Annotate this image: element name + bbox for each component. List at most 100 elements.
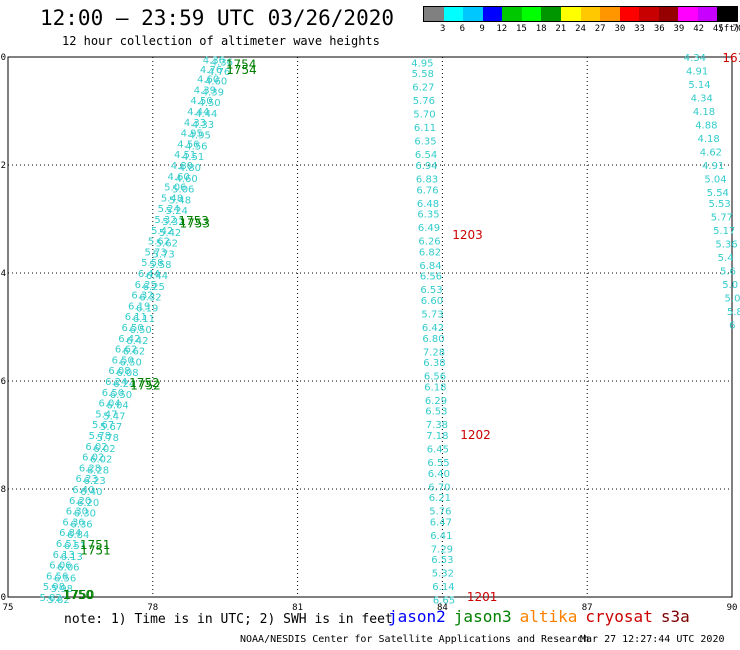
swh-label: 6.62 [115, 345, 137, 356]
color-scale-tick-label: 6 [459, 24, 466, 34]
pass-time-label: 1751 [80, 538, 111, 552]
color-scale-tick-label: 21 [555, 24, 567, 34]
color-scale-tick-label: 27 [594, 24, 606, 34]
color-scale-labels: 36912151821242730333639424570(ft) [423, 22, 740, 36]
y-tick-label: -10 [0, 53, 6, 63]
swh-label: 5.24 [166, 206, 188, 217]
swh-label: 6.44 [146, 271, 168, 282]
swh-label: 6.84 [419, 261, 441, 272]
swh-label: 5.42 [159, 228, 181, 239]
swh-label: 4.76 [208, 67, 230, 78]
swh-label: 6.50 [121, 323, 143, 334]
pass-time-label: 1203 [452, 228, 483, 242]
swh-label: 6.24 [105, 377, 127, 388]
swh-label: 6.08 [116, 368, 138, 379]
swh-label: 5.0 [722, 280, 738, 291]
swh-label: 6.65 [433, 596, 455, 607]
pass-time-label: 1752 [129, 376, 160, 390]
swh-label: 6.50 [112, 355, 134, 366]
swh-label: 6.56 [46, 571, 68, 582]
swh-label: 5.36 [715, 239, 737, 250]
swh-label: 6.50 [120, 357, 142, 368]
color-swatch [424, 7, 444, 21]
swh-label: 5.06 [172, 185, 194, 196]
color-scale-tick-label: 15 [516, 24, 527, 34]
swh-label: 6.08 [108, 366, 130, 377]
swh-label: 6.50 [129, 325, 151, 336]
color-swatch [619, 7, 640, 21]
swh-label: 6.28 [87, 465, 109, 476]
swh-label: 4.39 [194, 85, 216, 96]
swh-label: 6.32 [139, 293, 161, 304]
swh-label: 6.45 [427, 445, 449, 456]
color-scale-bar [423, 6, 738, 22]
map-subtitle: 12 hour collection of altimeter wave hei… [62, 34, 380, 48]
swh-label: 4.80 [171, 161, 193, 172]
swh-label: 5.98 [43, 582, 65, 593]
swh-label: 5.48 [161, 193, 183, 204]
swh-label: 5.32 [162, 217, 184, 228]
satellite-legend-jason3: jason3 [453, 607, 512, 626]
swh-label: 6.47 [430, 517, 452, 528]
swh-label: 4.56 [185, 141, 207, 152]
swh-label: 6.42 [422, 323, 444, 334]
color-swatch [678, 7, 698, 21]
swh-label: 4.50 [190, 96, 212, 107]
swh-label: 6.84 [67, 530, 89, 541]
swh-label: 6.23 [76, 474, 98, 485]
swh-label: 6.53 [420, 285, 442, 296]
swh-label: 6.54 [415, 150, 437, 161]
color-swatch [560, 7, 581, 21]
color-scale-tick-label: 42 [693, 24, 705, 34]
swh-label: 4.18 [697, 134, 719, 145]
pass-time-label: 1750 [64, 588, 95, 602]
x-tick-label: 81 [292, 603, 303, 613]
swh-label: 6.26 [418, 237, 440, 248]
swh-label: 5.73 [421, 310, 443, 321]
swh-label: 4.95 [181, 129, 203, 140]
generated-timestamp: Mar 27 12:27:44 UTC 2020 [580, 634, 725, 645]
swh-label: 6.36 [70, 519, 92, 530]
swh-label: 5.62 [156, 239, 178, 250]
satellite-legend-altika: altika [519, 607, 578, 626]
swh-label: 6 [729, 320, 735, 331]
color-swatch [463, 7, 483, 21]
swh-label: 4.95 [411, 58, 433, 69]
swh-label: 6.35 [414, 137, 436, 148]
swh-label: 6.04 [107, 401, 129, 412]
swh-label: 5.67 [100, 422, 122, 433]
swh-label: 6.29 [425, 396, 447, 407]
credit-text: NOAA/NESDIS Center for Satellite Applica… [240, 634, 590, 645]
swh-label: 7.29 [431, 544, 453, 555]
swh-label: 6.41 [430, 531, 452, 542]
swh-label: 6.25 [143, 282, 165, 293]
swh-label: 4.39 [202, 87, 224, 98]
swh-label: 6.44 [138, 269, 160, 280]
color-swatch [658, 7, 679, 21]
swh-label: 6.42 [126, 336, 148, 347]
swh-label: 5.42 [151, 226, 173, 237]
swh-label: 5.8 [727, 307, 740, 318]
swh-label: 4.18 [693, 107, 715, 118]
color-scale-tick-label: 12 [496, 24, 508, 34]
color-swatch [502, 7, 522, 21]
swh-label: 4.44 [187, 107, 209, 118]
pass-time-label: 161 [722, 51, 740, 65]
swh-label: 4.76 [200, 65, 222, 76]
color-scale-unit: (ft) [718, 24, 740, 34]
swh-label: 5.54 [707, 188, 729, 199]
swh-label: 6.70 [428, 482, 450, 493]
swh-label: 6.04 [99, 399, 121, 410]
swh-label: 6.62 [123, 347, 145, 358]
swh-label: 6.53 [425, 407, 447, 418]
color-scale-legend: 36912151821242730333639424570(ft) [423, 6, 740, 36]
swh-label: 5.82 [47, 595, 69, 606]
swh-label: 6.53 [431, 555, 453, 566]
y-tick-label: -12 [0, 161, 6, 171]
swh-label: 6.51 [56, 539, 78, 550]
pass-time-label: 1751 [80, 543, 111, 557]
color-scale-tick-label: 3 [439, 24, 446, 34]
swh-label: 4.95 [189, 131, 211, 142]
swh-label: 6.23 [84, 476, 106, 487]
swh-label: 6.49 [418, 223, 440, 234]
